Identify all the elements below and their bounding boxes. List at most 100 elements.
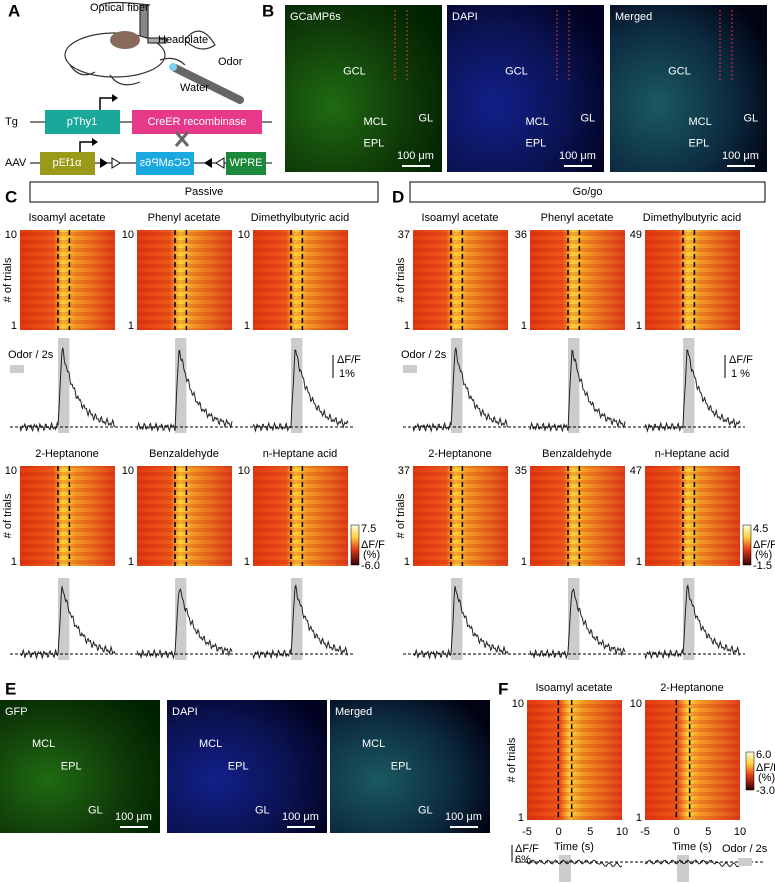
odor-shade <box>683 578 695 660</box>
label: -6.0 <box>361 560 380 572</box>
trace <box>252 584 349 660</box>
image-title: GCaMP6s <box>290 11 341 23</box>
label: ΔF/F <box>756 762 775 774</box>
trace <box>252 349 349 433</box>
layer-label: EPL <box>391 760 412 772</box>
odor-name: n-Heptane acid <box>263 448 338 460</box>
trace <box>412 586 509 660</box>
layer-label: GL <box>580 112 595 124</box>
label: ΔF/F <box>515 843 539 855</box>
x-tick-label: 5 <box>705 826 711 838</box>
odor-shade <box>58 338 70 433</box>
trace <box>19 586 116 660</box>
panel-label: D <box>392 187 404 206</box>
layer-label: GL <box>418 804 433 816</box>
odor-name: 2-Heptanone <box>660 682 724 694</box>
trial-min: 1 <box>518 812 524 824</box>
label: Odor / 2s <box>401 349 447 361</box>
layer-label: MCL <box>199 738 222 750</box>
mouse-sketch <box>64 1 244 104</box>
layer-label: GCL <box>668 66 691 78</box>
axis-label: Time (s) <box>672 841 712 853</box>
x-tick-label: 10 <box>734 826 746 838</box>
odor-key-box <box>10 365 24 373</box>
axis-label: # of trials <box>395 257 407 302</box>
trial-min: 1 <box>404 320 410 332</box>
layer-label: GL <box>88 804 103 816</box>
label: 6% <box>515 854 531 866</box>
heatmap-texture <box>253 466 348 566</box>
trace <box>136 588 233 660</box>
panel-label: F <box>498 679 508 698</box>
trial-min: 1 <box>636 320 642 332</box>
label: (%) <box>755 549 772 561</box>
label: ΔF/F <box>753 539 775 551</box>
odor-name: Dimethylbutyric acid <box>643 212 741 224</box>
layer-label: GL <box>743 112 758 124</box>
heatmap-texture <box>530 230 625 330</box>
label: CreER recombinase <box>147 116 246 128</box>
axis-label: # of trials <box>2 493 14 538</box>
label: 1% <box>339 368 355 380</box>
odor-shade <box>677 855 689 882</box>
micro-image <box>285 5 442 172</box>
label: AAV <box>5 157 27 169</box>
odor-name: 2-Heptanone <box>35 448 99 460</box>
odor-shade <box>175 338 187 433</box>
micro-image <box>447 5 604 172</box>
trial-min: 1 <box>521 556 527 568</box>
micro-image <box>330 700 490 833</box>
layer-label: GCL <box>343 66 366 78</box>
layer-label: EPL <box>61 760 82 772</box>
odor-shade <box>568 578 580 660</box>
trial-min: 1 <box>404 556 410 568</box>
micro-image <box>0 700 160 833</box>
layer-label: EPL <box>689 138 710 150</box>
trace <box>136 349 233 433</box>
layer-label: GL <box>255 804 270 816</box>
header-box <box>29 181 379 203</box>
odor-name: Isoamyl acetate <box>421 212 498 224</box>
trial-min: 1 <box>11 556 17 568</box>
trial-max: 10 <box>512 698 524 710</box>
colorbar <box>350 524 360 566</box>
odor-name: 2-Heptanone <box>428 448 492 460</box>
micro-image <box>610 5 767 172</box>
label: ΔF/F <box>337 354 361 366</box>
odor-key-box <box>403 365 417 373</box>
trial-max: 36 <box>515 229 527 241</box>
image-title: DAPI <box>172 706 198 718</box>
header: Go/go <box>573 186 603 198</box>
odor-name: Dimethylbutyric acid <box>251 212 349 224</box>
panel-label: C <box>5 187 17 206</box>
odor-shade <box>451 578 463 660</box>
heatmap-texture <box>253 230 348 330</box>
trial-max: 10 <box>5 465 17 477</box>
micro-image <box>167 700 327 833</box>
odor-shade <box>568 338 580 433</box>
trial-max: 10 <box>122 465 134 477</box>
panel-label: B <box>262 1 274 20</box>
axis-label: # of trials <box>506 737 518 782</box>
label: 1 % <box>731 368 750 380</box>
odor-shade <box>58 578 70 660</box>
header-box <box>409 181 766 203</box>
odor-name: Benzaldehyde <box>149 448 219 460</box>
label: Optical fiber <box>90 2 149 14</box>
trace <box>529 588 626 660</box>
image-title: GFP <box>5 706 28 718</box>
label: Odor / 2s <box>8 349 54 361</box>
colorbar <box>742 524 752 566</box>
panel-label: E <box>5 679 16 698</box>
odor-shade <box>175 578 187 660</box>
label: Headplate <box>158 34 208 46</box>
scale-label: 100 μm <box>559 150 596 162</box>
label: Odor / 2s <box>722 843 768 855</box>
heatmap-texture <box>645 700 740 820</box>
image-title: Merged <box>615 11 652 23</box>
scale-label: 100 μm <box>722 150 759 162</box>
trial-min: 1 <box>636 812 642 824</box>
label: -3.0 <box>756 785 775 797</box>
heatmap-texture <box>413 466 508 566</box>
